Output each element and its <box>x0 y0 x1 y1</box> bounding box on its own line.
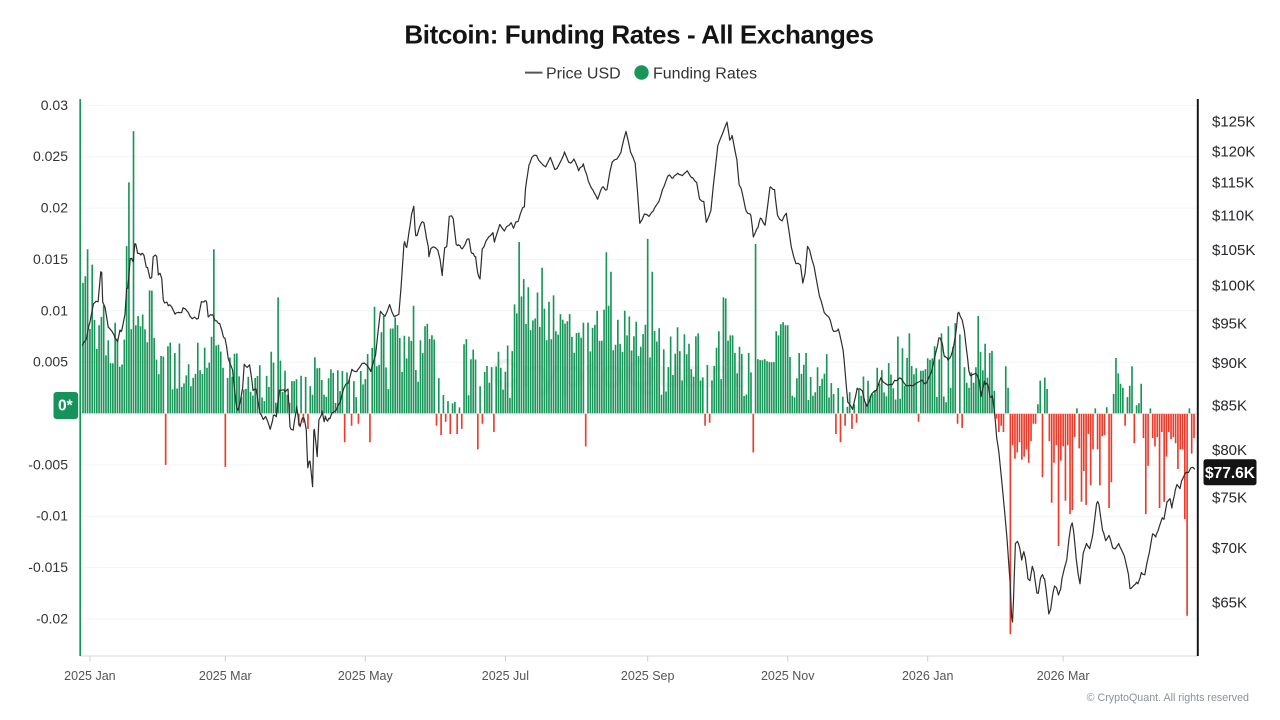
svg-text:© CryptoQuant. All rights rese: © CryptoQuant. All rights reserved <box>1087 692 1249 704</box>
svg-text:$95K: $95K <box>1212 315 1247 332</box>
svg-text:Price USD: Price USD <box>546 66 621 83</box>
svg-text:$125K: $125K <box>1212 114 1255 131</box>
svg-text:2025 May: 2025 May <box>338 669 394 683</box>
svg-text:0.03: 0.03 <box>41 97 68 113</box>
svg-text:$120K: $120K <box>1212 144 1255 161</box>
svg-text:$75K: $75K <box>1212 489 1247 506</box>
svg-text:$90K: $90K <box>1212 355 1247 372</box>
svg-text:-0.005: -0.005 <box>28 456 68 472</box>
svg-text:0.025: 0.025 <box>33 148 68 164</box>
svg-text:2025 Nov: 2025 Nov <box>761 669 815 683</box>
svg-text:$77.6K: $77.6K <box>1205 465 1256 482</box>
svg-text:$115K: $115K <box>1212 175 1254 192</box>
svg-text:$80K: $80K <box>1212 442 1247 459</box>
svg-text:$110K: $110K <box>1212 208 1254 225</box>
svg-text:$100K: $100K <box>1212 278 1255 295</box>
svg-text:2025 Jan: 2025 Jan <box>64 669 115 683</box>
svg-text:0.005: 0.005 <box>33 354 68 370</box>
svg-text:2025 Sep: 2025 Sep <box>621 669 675 683</box>
svg-text:0*: 0* <box>58 398 74 415</box>
svg-text:Bitcoin: Funding Rates - All E: Bitcoin: Funding Rates - All Exchanges <box>404 20 873 50</box>
svg-text:2026 Mar: 2026 Mar <box>1037 669 1090 683</box>
svg-text:$65K: $65K <box>1212 594 1247 611</box>
svg-text:$70K: $70K <box>1212 540 1247 557</box>
svg-text:-0.01: -0.01 <box>36 508 68 524</box>
svg-text:0.01: 0.01 <box>41 302 68 318</box>
svg-text:2026 Jan: 2026 Jan <box>902 669 953 683</box>
svg-text:Funding Rates: Funding Rates <box>653 66 757 83</box>
svg-text:2025 Jul: 2025 Jul <box>482 669 529 683</box>
svg-text:$85K: $85K <box>1212 397 1247 414</box>
svg-text:$105K: $105K <box>1212 242 1255 259</box>
svg-text:-0.02: -0.02 <box>36 610 68 626</box>
svg-text:0.02: 0.02 <box>41 200 68 216</box>
svg-text:-0.015: -0.015 <box>28 559 68 575</box>
svg-text:2025 Mar: 2025 Mar <box>199 669 252 683</box>
svg-text:0.015: 0.015 <box>33 251 68 267</box>
